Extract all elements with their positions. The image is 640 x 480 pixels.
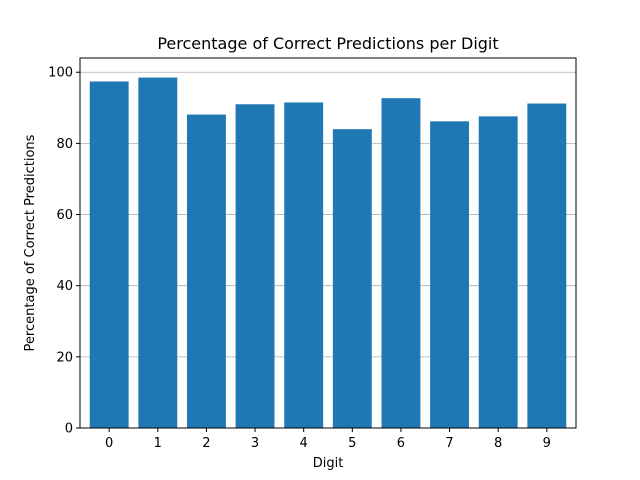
bar-digit-7 xyxy=(430,121,470,429)
x-tick-label: 5 xyxy=(348,436,356,451)
x-tick-label: 6 xyxy=(397,436,405,451)
y-tick-label: 60 xyxy=(56,208,73,223)
bar-digit-3 xyxy=(235,104,275,428)
x-tick-label: 9 xyxy=(543,436,551,451)
y-tick-label: 40 xyxy=(56,279,73,294)
x-tick-label: 4 xyxy=(300,436,308,451)
x-tick-label: 0 xyxy=(105,436,113,451)
y-axis-label: Percentage of Correct Predictions xyxy=(23,134,38,351)
y-tick-label: 100 xyxy=(48,66,73,81)
y-tick-label: 0 xyxy=(65,422,73,437)
y-tick-label: 20 xyxy=(56,350,73,365)
y-axis-ticks: 0 20 40 60 80 100 xyxy=(48,66,80,437)
x-axis-ticks: 0 1 2 3 4 5 6 7 8 9 xyxy=(105,428,551,451)
bars xyxy=(89,77,567,429)
x-tick-label: 1 xyxy=(154,436,162,451)
chart-title: Percentage of Correct Predictions per Di… xyxy=(157,34,498,53)
bar-digit-8 xyxy=(478,116,518,428)
bar-digit-5 xyxy=(332,129,372,428)
x-tick-label: 7 xyxy=(445,436,453,451)
x-tick-label: 2 xyxy=(202,436,210,451)
bar-digit-4 xyxy=(284,102,324,428)
plot-frame xyxy=(79,57,577,429)
bar-digit-0 xyxy=(89,81,129,428)
x-tick-label: 3 xyxy=(251,436,259,451)
bar-digit-9 xyxy=(527,103,567,429)
bar-digit-1 xyxy=(138,77,178,428)
y-tick-label: 80 xyxy=(56,137,73,152)
x-tick-label: 8 xyxy=(494,436,502,451)
bar-digit-2 xyxy=(186,114,226,428)
bar-digit-6 xyxy=(381,98,421,429)
x-axis-label: Digit xyxy=(313,456,344,471)
